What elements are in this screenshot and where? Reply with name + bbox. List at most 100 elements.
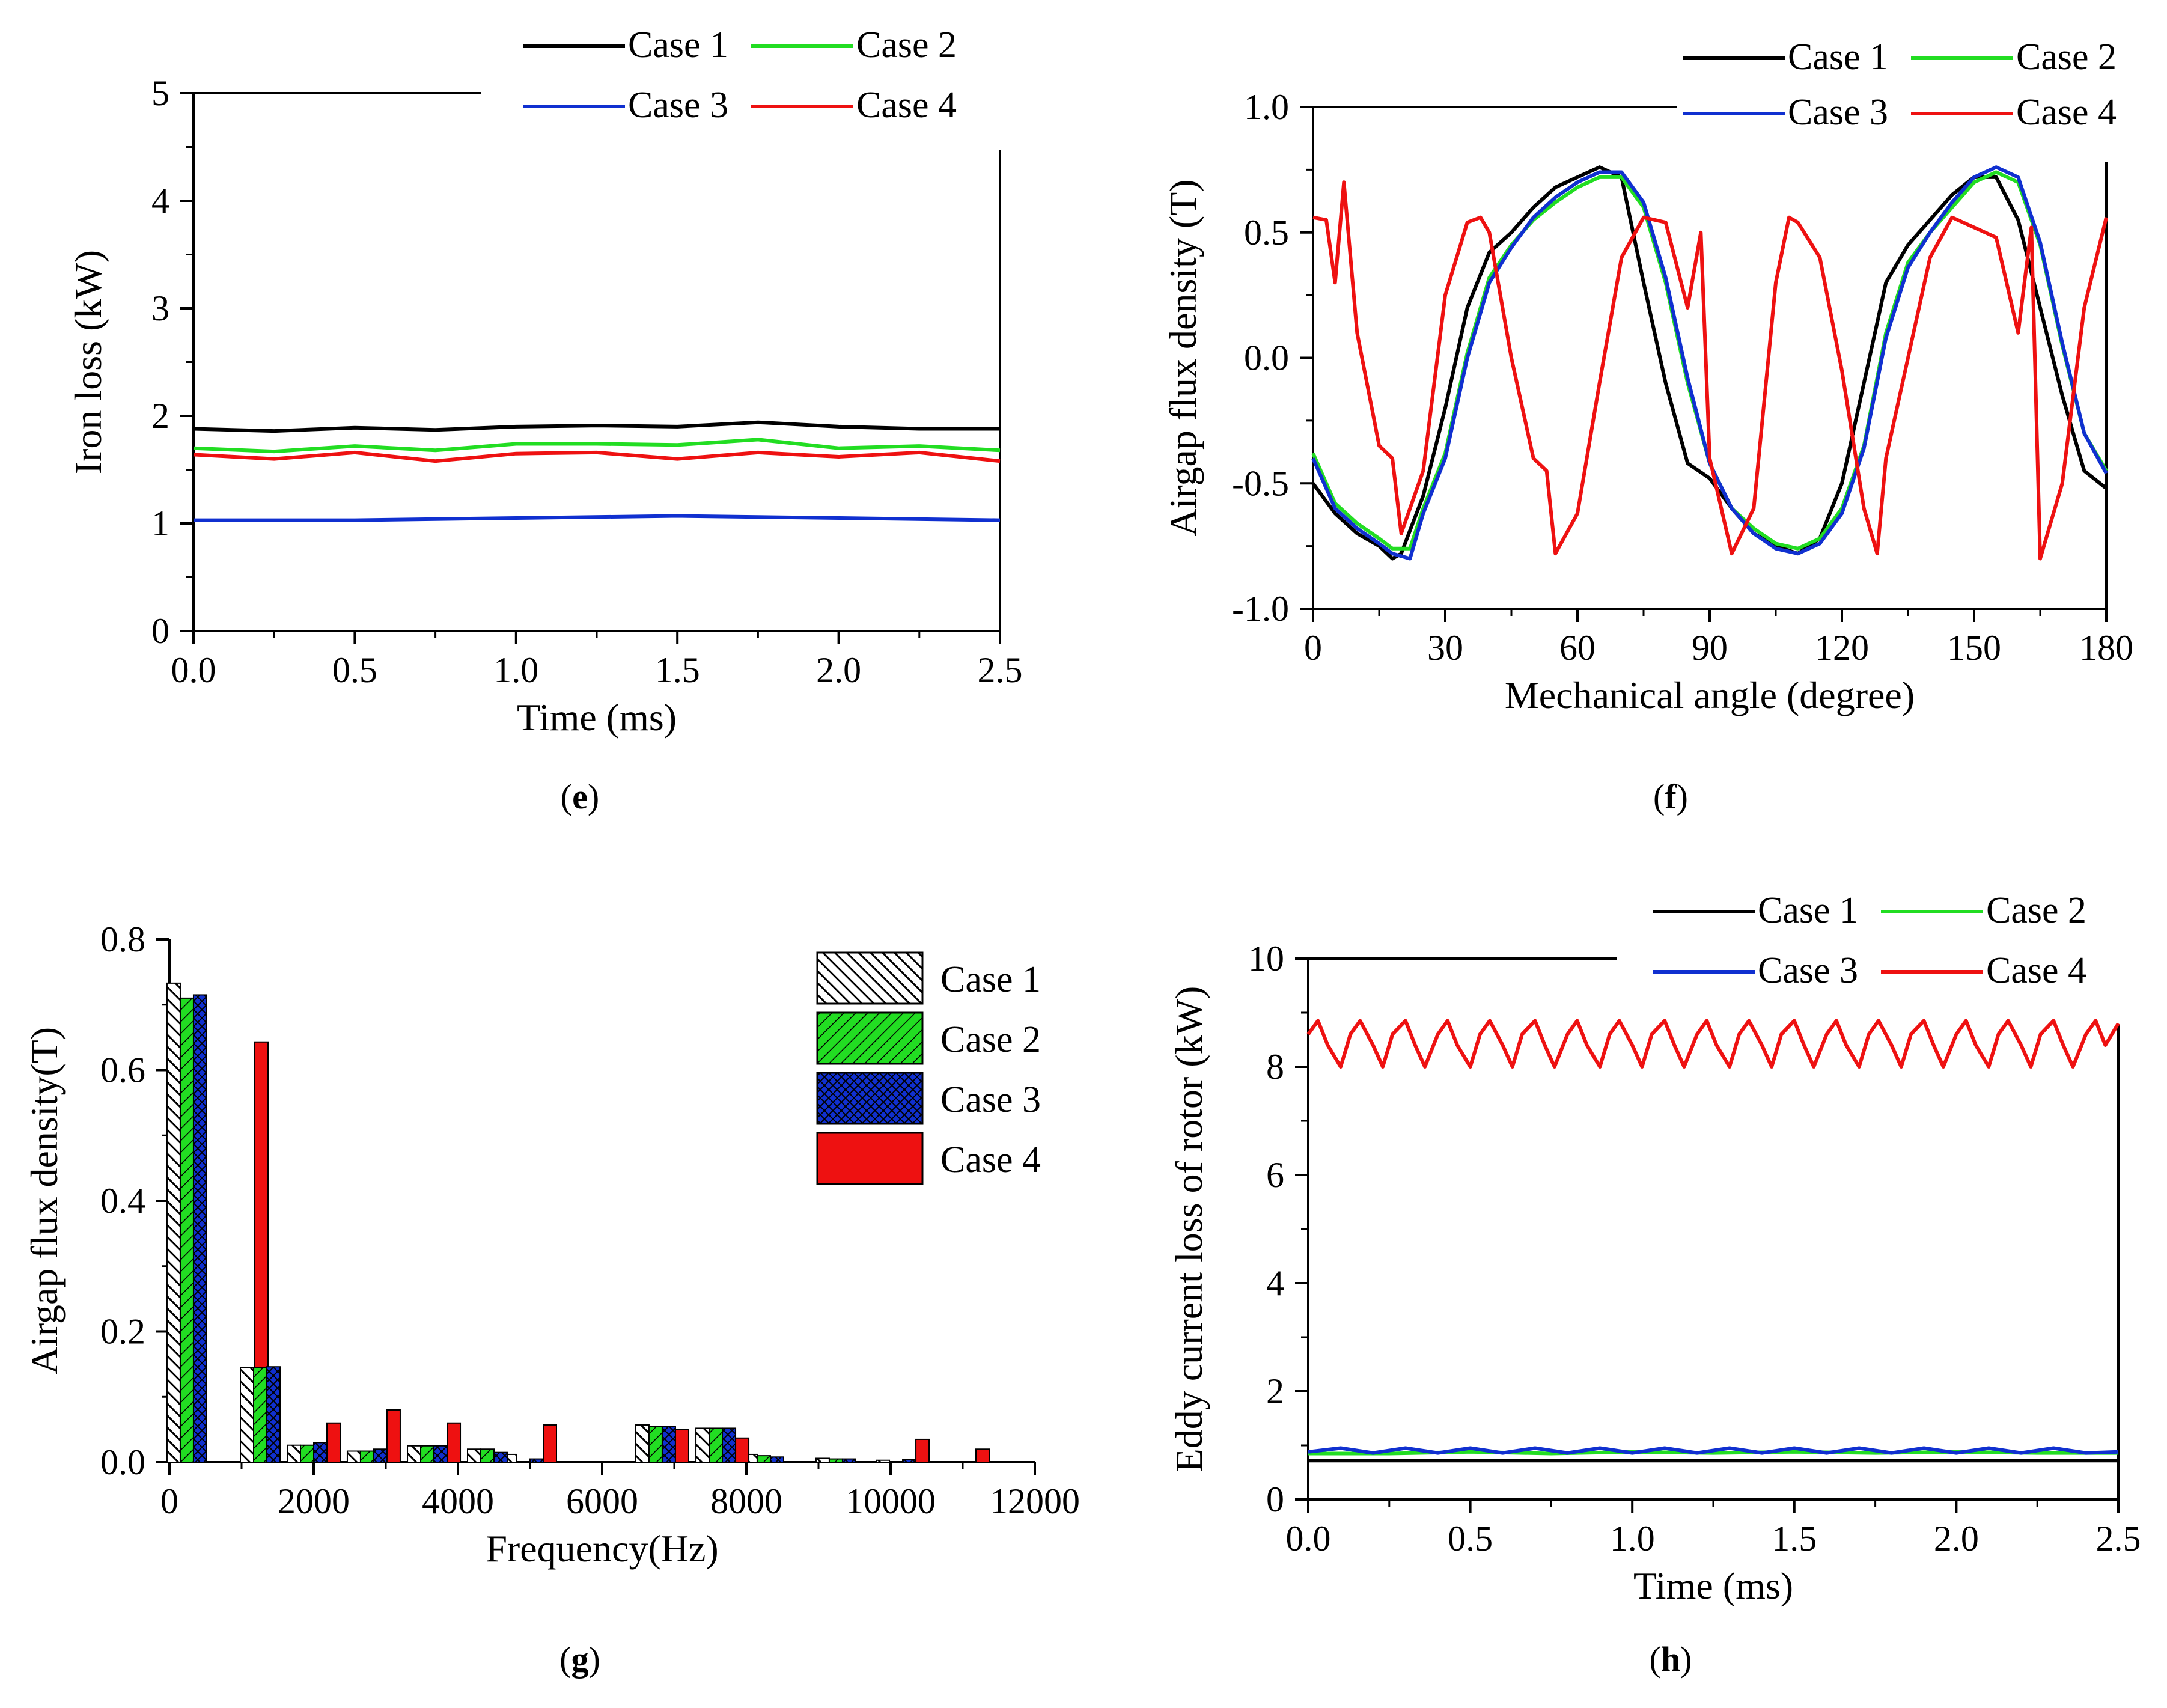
bar-case-2 (480, 1448, 495, 1463)
bar-case-3 (902, 1459, 917, 1463)
series-line-case-1 (193, 420, 1000, 433)
legend-label: Case 3 (628, 85, 728, 126)
y-tick-label: 0.0 (1244, 338, 1289, 378)
x-axis-label: Mechanical angle (degree) (1505, 674, 1915, 716)
bar-case-4 (386, 1409, 401, 1463)
x-tick-label: 8000 (710, 1481, 782, 1521)
y-tick-label: 0.6 (100, 1051, 145, 1090)
bar-case-2 (828, 1458, 843, 1463)
y-tick-label: 0.2 (100, 1312, 145, 1352)
bar-case-1 (166, 982, 181, 1463)
bar-case-3 (373, 1448, 388, 1463)
x-tick-label: 120 (1815, 628, 1869, 668)
series-line-case-4 (1306, 1019, 2120, 1069)
x-tick-label: 2000 (278, 1481, 350, 1521)
x-tick-label: 60 (1559, 628, 1596, 668)
y-axis-label: Iron loss (kW) (67, 250, 109, 474)
y-axis-label: Eddy current loss of rotor (kW) (1168, 986, 1210, 1472)
legend-label: Case 4 (2016, 92, 2117, 133)
panel-caption: (f) (1653, 777, 1688, 816)
x-tick-label: 12000 (990, 1481, 1080, 1521)
bar-case-2 (648, 1426, 663, 1463)
x-tick-label: 1.5 (1772, 1519, 1817, 1558)
bar-case-4 (543, 1424, 557, 1463)
bar-case-3 (313, 1442, 328, 1463)
y-tick-label: 0.8 (100, 920, 145, 959)
bar-case-2 (420, 1445, 435, 1463)
bar-case-2 (756, 1455, 771, 1463)
panel-caption: (g) (559, 1639, 600, 1679)
panel-caption: (e) (561, 777, 599, 816)
bar-case-1 (695, 1427, 710, 1463)
y-tick-label: -0.5 (1232, 463, 1289, 503)
legend-swatch (816, 1011, 924, 1065)
bar-case-2 (179, 997, 194, 1463)
bar-case-1 (815, 1457, 830, 1463)
series-line-case-4 (193, 450, 1001, 463)
bar-case-1 (467, 1448, 481, 1463)
panel-caption: (h) (1650, 1639, 1692, 1679)
y-tick-label: -1.0 (1232, 589, 1289, 629)
bar-case-1 (407, 1445, 422, 1463)
series-line-case-4 (1312, 180, 2108, 561)
y-tick-label: 0.5 (1244, 213, 1289, 252)
bar-case-4 (915, 1438, 930, 1463)
bar-case-2 (300, 1444, 314, 1463)
legend-label: Case 2 (940, 1019, 1041, 1060)
panel-f-airgap-flux: 0 30 60 90 120 150 180 -1.0 -0.5 0.0 0.5 1.0 Mechani… (1162, 37, 2133, 816)
bar-case-3 (769, 1456, 784, 1463)
x-tick-label: 30 (1427, 628, 1463, 668)
x-tick-label: 2.5 (2096, 1519, 2141, 1558)
bar-case-3 (661, 1426, 676, 1463)
legend-label: Case 2 (1986, 890, 2086, 931)
bar-case-1 (635, 1424, 650, 1463)
panel-h-eddy-loss: 0.0 0.5 1.0 1.5 2.0 2.5 0 2 4 6 8 10 Time (ms) Eddy c… (1168, 890, 2141, 1679)
y-axis-label: Airgap flux density (T) (1162, 179, 1204, 536)
y-tick-label: 1 (151, 504, 169, 543)
x-axis-label: Time (ms) (1633, 1564, 1793, 1607)
x-tick-label: 0 (1304, 628, 1322, 668)
x-tick-label: 0.5 (332, 650, 377, 690)
panel-e-iron-loss: 0.0 0.5 1.0 1.5 2.0 2.5 0 1 2 3 4 5 Time (ms) Iron lo… (67, 25, 1023, 816)
y-axis-label: Airgap flux density(T) (23, 1027, 66, 1374)
panel-g-flux-spectrum: 0 2000 4000 6000 8000 10000 12000 0.0 0.2 0.4 0.6 0… (23, 920, 1080, 1679)
legend-label: Case 2 (2016, 37, 2117, 78)
x-tick-label: 0.5 (1448, 1519, 1493, 1558)
x-tick-label: 2.0 (1934, 1519, 1979, 1558)
bar-case-1 (346, 1450, 361, 1463)
bar-case-3 (493, 1451, 508, 1463)
x-axis-label: Frequency(Hz) (486, 1527, 718, 1570)
series-line-case-1 (1311, 165, 2108, 561)
bar-case-2 (253, 1367, 267, 1463)
legend-label: Case 3 (1758, 950, 1858, 991)
y-tick-label: 4 (1266, 1263, 1284, 1303)
bar-case-2 (359, 1450, 374, 1463)
legend-label: Case 1 (940, 959, 1041, 1000)
legend: Case 1 Case 2 Case 3 Case 4 (816, 951, 1041, 1185)
x-tick-label: 10000 (846, 1481, 936, 1521)
x-tick-label: 0.0 (171, 650, 216, 690)
x-tick-label: 2.5 (978, 650, 1023, 690)
legend-swatch (816, 1132, 924, 1185)
legend-label: Case 1 (628, 25, 728, 66)
legend: Case 1 Case 2 Case 3 Case 4 (523, 25, 957, 126)
y-tick-label: 3 (151, 288, 169, 328)
bar-case-4 (326, 1422, 341, 1463)
legend-label: Case 3 (1788, 92, 1888, 133)
y-tick-label: 8 (1266, 1047, 1284, 1087)
x-tick-label: 0.0 (1286, 1519, 1331, 1558)
bar-case-3 (841, 1458, 856, 1463)
y-tick-label: 10 (1248, 939, 1284, 978)
x-tick-label: 6000 (566, 1481, 638, 1521)
y-tick-label: 0.4 (100, 1181, 145, 1221)
bar-case-4 (735, 1437, 750, 1463)
x-tick-label: 0 (160, 1481, 178, 1521)
bar-case-3 (433, 1445, 448, 1463)
bar-case-1 (287, 1444, 301, 1463)
x-tick-label: 150 (1947, 628, 2001, 668)
series-line-case-3 (1311, 165, 2108, 561)
series-line-case-2 (193, 438, 1001, 454)
legend-swatch (816, 1072, 924, 1125)
y-tick-label: 6 (1266, 1155, 1284, 1195)
